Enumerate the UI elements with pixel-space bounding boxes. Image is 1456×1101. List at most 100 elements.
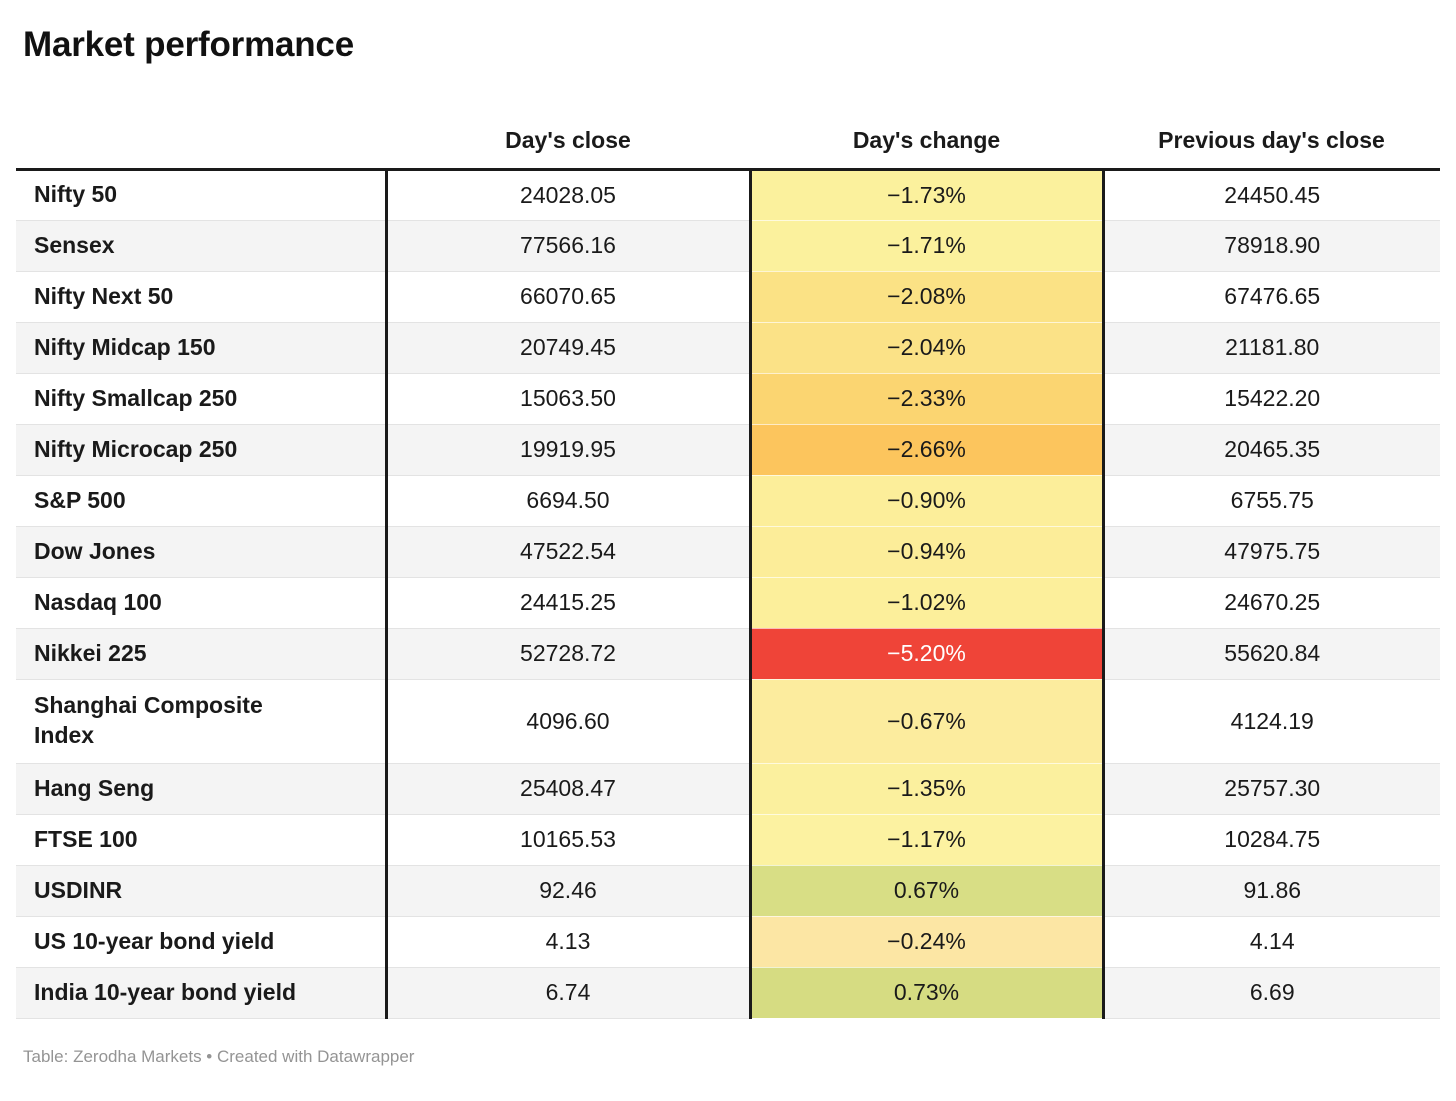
row-label-text: Nasdaq 100 [34,588,162,615]
table-row: Nifty Midcap 150 20749.45 −2.04% 21181.80 [16,321,1440,373]
days-close-cell: 20749.45 [386,321,750,373]
days-close-cell: 4.13 [386,915,750,967]
attribution: Table: Zerodha Markets • Created with Da… [23,1046,415,1066]
days-change-cell: −0.94% [748,525,1105,577]
table-row: Nikkei 225 52728.72 −5.20% 55620.84 [16,627,1440,679]
table-row: Nifty Smallcap 250 15063.50 −2.33% 15422.20 [16,372,1440,424]
row-label: Nifty Midcap 150 [16,321,388,373]
row-label-text: Nifty 50 [34,181,118,208]
prev-close-cell: 4.14 [1103,915,1440,967]
row-label: Nifty Next 50 [16,270,388,322]
prev-close-cell: 15422.20 [1103,372,1440,424]
row-label: Hang Seng [16,762,388,814]
days-change-cell: −1.73% [748,168,1105,220]
days-close-cell: 92.46 [386,864,750,916]
days-change-cell: −1.02% [748,576,1105,628]
table-row: Hang Seng 25408.47 −1.35% 25757.30 [16,762,1440,814]
days-change-cell: −1.17% [748,813,1105,865]
prev-close-cell: 24450.45 [1103,168,1440,220]
row-label: US 10-year bond yield [16,915,388,967]
row-label: S&P 500 [16,474,388,526]
days-close-cell: 47522.54 [386,525,750,577]
table-row: Dow Jones 47522.54 −0.94% 47975.75 [16,525,1440,577]
days-change-cell: −1.71% [748,219,1105,271]
row-label: Shanghai Composite Index [16,678,388,763]
days-close-cell: 6.74 [386,966,750,1019]
table-row: S&P 500 6694.50 −0.90% 6755.75 [16,474,1440,526]
header-days-close: Day's close [386,122,750,171]
table-row: Shanghai Composite Index 4096.60 −0.67% 412… [16,678,1440,763]
table-row: Sensex 77566.16 −1.71% 78918.90 [16,219,1440,271]
prev-close-cell: 21181.80 [1103,321,1440,373]
days-close-cell: 19919.95 [386,423,750,475]
table-row: US 10-year bond yield 4.13 −0.24% 4.14 [16,915,1440,967]
row-label-text: Nifty Microcap 250 [34,435,238,462]
days-change-cell: 0.73% [748,966,1105,1019]
prev-close-cell: 47975.75 [1103,525,1440,577]
row-label-text: Nifty Midcap 150 [34,333,216,360]
row-label: Nasdaq 100 [16,576,388,628]
days-change-cell: −2.08% [748,270,1105,322]
row-label: Dow Jones [16,525,388,577]
days-change-cell: −2.66% [748,423,1105,475]
row-label-text: Nifty Next 50 [34,282,174,309]
days-close-cell: 24028.05 [386,168,750,220]
table-row: FTSE 100 10165.53 −1.17% 10284.75 [16,813,1440,865]
table-body: Nifty 50 24028.05 −1.73% 24450.45 Sensex 7756… [16,168,1440,1019]
header-row: Day's close Day's change Previous day's … [16,122,1440,171]
prev-close-cell: 55620.84 [1103,627,1440,679]
prev-close-cell: 25757.30 [1103,762,1440,814]
days-close-cell: 52728.72 [386,627,750,679]
days-close-cell: 15063.50 [386,372,750,424]
table-row: Nasdaq 100 24415.25 −1.02% 24670.25 [16,576,1440,628]
prev-close-cell: 4124.19 [1103,678,1440,763]
prev-close-cell: 6.69 [1103,966,1440,1019]
header-previous-days-close: Previous day's close [1103,122,1440,171]
days-change-cell: −5.20% [748,627,1105,679]
row-label-text: US 10-year bond yield [34,927,275,954]
page: Market performance Day's close Day's cha… [16,25,1440,1066]
prev-close-cell: 78918.90 [1103,219,1440,271]
market-performance-table: Day's close Day's change Previous day's … [16,122,1440,1019]
row-label-text: Nifty Smallcap 250 [34,384,238,411]
row-label: India 10-year bond yield [16,966,388,1019]
prev-close-cell: 10284.75 [1103,813,1440,865]
days-change-cell: 0.67% [748,864,1105,916]
table-row: Nifty Next 50 66070.65 −2.08% 67476.65 [16,270,1440,322]
days-close-cell: 6694.50 [386,474,750,526]
prev-close-cell: 20465.35 [1103,423,1440,475]
page-title: Market performance [23,25,354,64]
prev-close-cell: 91.86 [1103,864,1440,916]
row-label: Sensex [16,219,388,271]
table-header: Day's close Day's change Previous day's … [16,122,1440,171]
row-label-text: Nikkei 225 [34,639,147,666]
days-change-cell: −1.35% [748,762,1105,814]
table-row: India 10-year bond yield 6.74 0.73% 6.69 [16,966,1440,1019]
table-row: USDINR 92.46 0.67% 91.86 [16,864,1440,916]
table-row: Nifty 50 24028.05 −1.73% 24450.45 [16,168,1440,220]
days-close-cell: 10165.53 [386,813,750,865]
row-label: Nikkei 225 [16,627,388,679]
days-change-cell: −0.24% [748,915,1105,967]
days-change-cell: −0.67% [748,678,1105,763]
prev-close-cell: 6755.75 [1103,474,1440,526]
prev-close-cell: 24670.25 [1103,576,1440,628]
row-label-text: S&P 500 [34,486,126,513]
prev-close-cell: 67476.65 [1103,270,1440,322]
row-label: Nifty 50 [16,168,388,220]
row-label-text: USDINR [34,876,123,903]
row-label-text: Dow Jones [34,537,156,564]
days-change-cell: −0.90% [748,474,1105,526]
days-close-cell: 66070.65 [386,270,750,322]
row-label-text: FTSE 100 [34,825,138,852]
days-close-cell: 4096.60 [386,678,750,763]
table-row: Nifty Microcap 250 19919.95 −2.66% 20465.35 [16,423,1440,475]
days-change-cell: −2.04% [748,321,1105,373]
row-label: FTSE 100 [16,813,388,865]
days-close-cell: 77566.16 [386,219,750,271]
days-change-cell: −2.33% [748,372,1105,424]
days-close-cell: 24415.25 [386,576,750,628]
days-close-cell: 25408.47 [386,762,750,814]
header-blank [16,122,386,171]
row-label-text: Shanghai Composite Index [34,692,263,748]
